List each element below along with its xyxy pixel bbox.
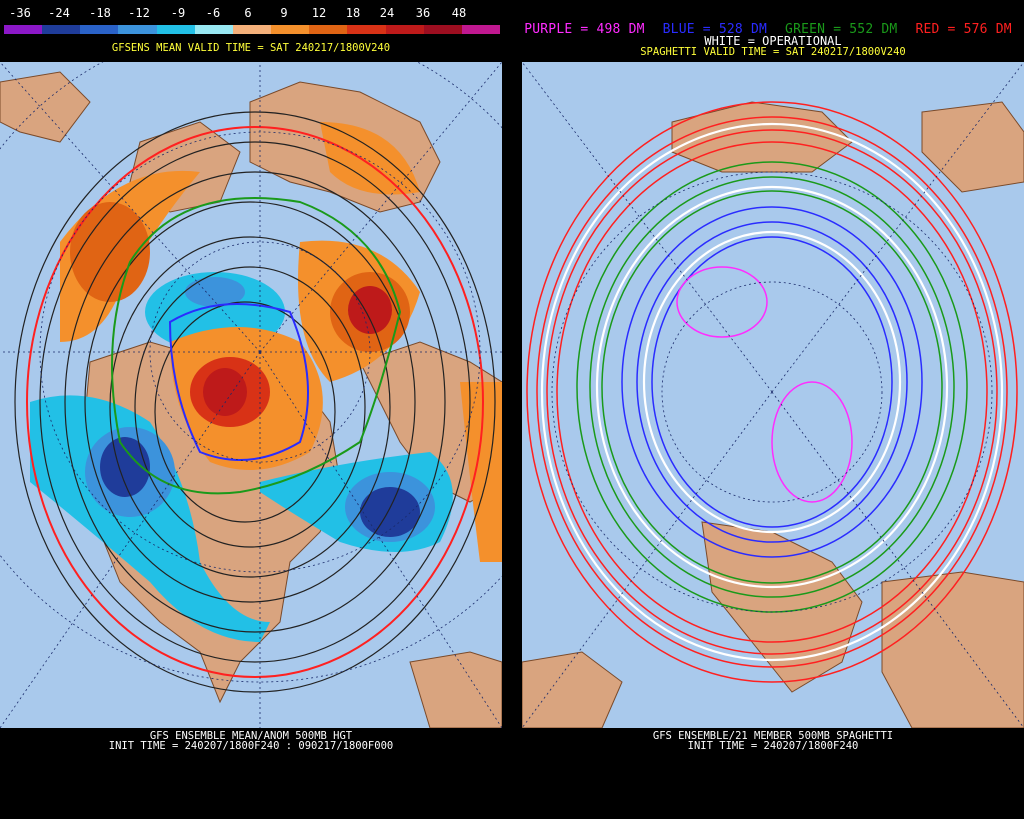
lat-lon-grid: [0, 62, 502, 728]
height-contours: [14, 111, 496, 693]
colorbar-tick: 48: [451, 6, 467, 20]
colorbar-swatch: [309, 25, 348, 34]
colorbar-tick: -24: [48, 6, 70, 20]
colorbar-swatch: [118, 25, 157, 34]
left-footer-product: GFS ENSEMBLE MEAN/ANOM 500MB HGT: [149, 730, 353, 742]
colorbar-tick-labels: -36 -24 -18 -12 -9 -6 6 9 12 18 24 36 48: [0, 6, 502, 20]
colorbar-swatch: [385, 25, 424, 34]
spaghetti-contours: [526, 101, 1018, 683]
colorbar-tick: 12: [311, 6, 327, 20]
left-footer-init-time: INIT TIME = 240207/1800F240 : 090217/180…: [108, 740, 394, 752]
colorbar-swatch: [4, 25, 43, 34]
anomaly-colorbar: [4, 25, 501, 34]
highlighted-contours: [26, 126, 484, 678]
panel-divider: [502, 0, 522, 819]
colorbar-tick: 18: [345, 6, 361, 20]
colorbar-swatch: [423, 25, 462, 34]
lat-lon-grid: [522, 62, 1024, 728]
colorbar-tick: -6: [205, 6, 221, 20]
right-footer-init-time: INIT TIME = 240207/1800F240: [687, 740, 859, 752]
colorbar-swatch: [232, 25, 272, 34]
positive-anomalies: [60, 122, 502, 562]
spaghetti-map-graphic: [522, 62, 1024, 728]
spaghetti-panel: PURPLE = 498 DM BLUE = 528 DM GREEN = 55…: [522, 0, 1024, 819]
colorbar-swatch: [347, 25, 386, 34]
legend-blue: BLUE = 528 DM: [662, 22, 768, 37]
colorbar-swatch: [42, 25, 81, 34]
operational-legend: WHITE = OPERATIONAL: [704, 34, 842, 48]
legend-red: RED = 576 DM: [915, 22, 1012, 37]
mean-map-graphic: [0, 62, 502, 728]
colorbar-swatch: [194, 25, 233, 34]
colorbar-tick: -12: [128, 6, 150, 20]
legend-green: GREEN = 552 DM: [785, 22, 898, 37]
colorbar-swatch: [461, 25, 501, 34]
land-masses: [522, 101, 1024, 728]
legend-purple: PURPLE = 498 DM: [524, 22, 645, 37]
right-valid-time-title: SPAGHETTI VALID TIME = SAT 240217/1800V2…: [640, 46, 906, 58]
colorbar-swatch: [80, 25, 119, 34]
colorbar-swatch: [156, 25, 195, 34]
colorbar-tick: 24: [379, 6, 395, 20]
negative-anomalies: [30, 272, 453, 642]
colorbar-tick: 9: [280, 6, 288, 20]
contour-legend: PURPLE = 498 DM BLUE = 528 DM GREEN = 55…: [522, 22, 1024, 37]
left-valid-time-title: GFSENS MEAN VALID TIME = SAT 240217/1800…: [111, 42, 391, 54]
colorbar-swatch: [271, 25, 310, 34]
spaghetti-map: [522, 62, 1024, 728]
colorbar-tick: -36: [9, 6, 31, 20]
ensemble-mean-map: [0, 62, 502, 728]
colorbar-tick: 6: [244, 6, 252, 20]
colorbar-tick: -18: [89, 6, 111, 20]
right-footer-product: GFS ENSEMBLE/21 MEMBER 500MB SPAGHETTI: [652, 730, 894, 742]
colorbar-tick: -9: [170, 6, 186, 20]
colorbar-tick: 36: [415, 6, 431, 20]
ensemble-mean-anomaly-panel: -36 -24 -18 -12 -9 -6 6 9 12 18 24 36 48…: [0, 0, 502, 819]
